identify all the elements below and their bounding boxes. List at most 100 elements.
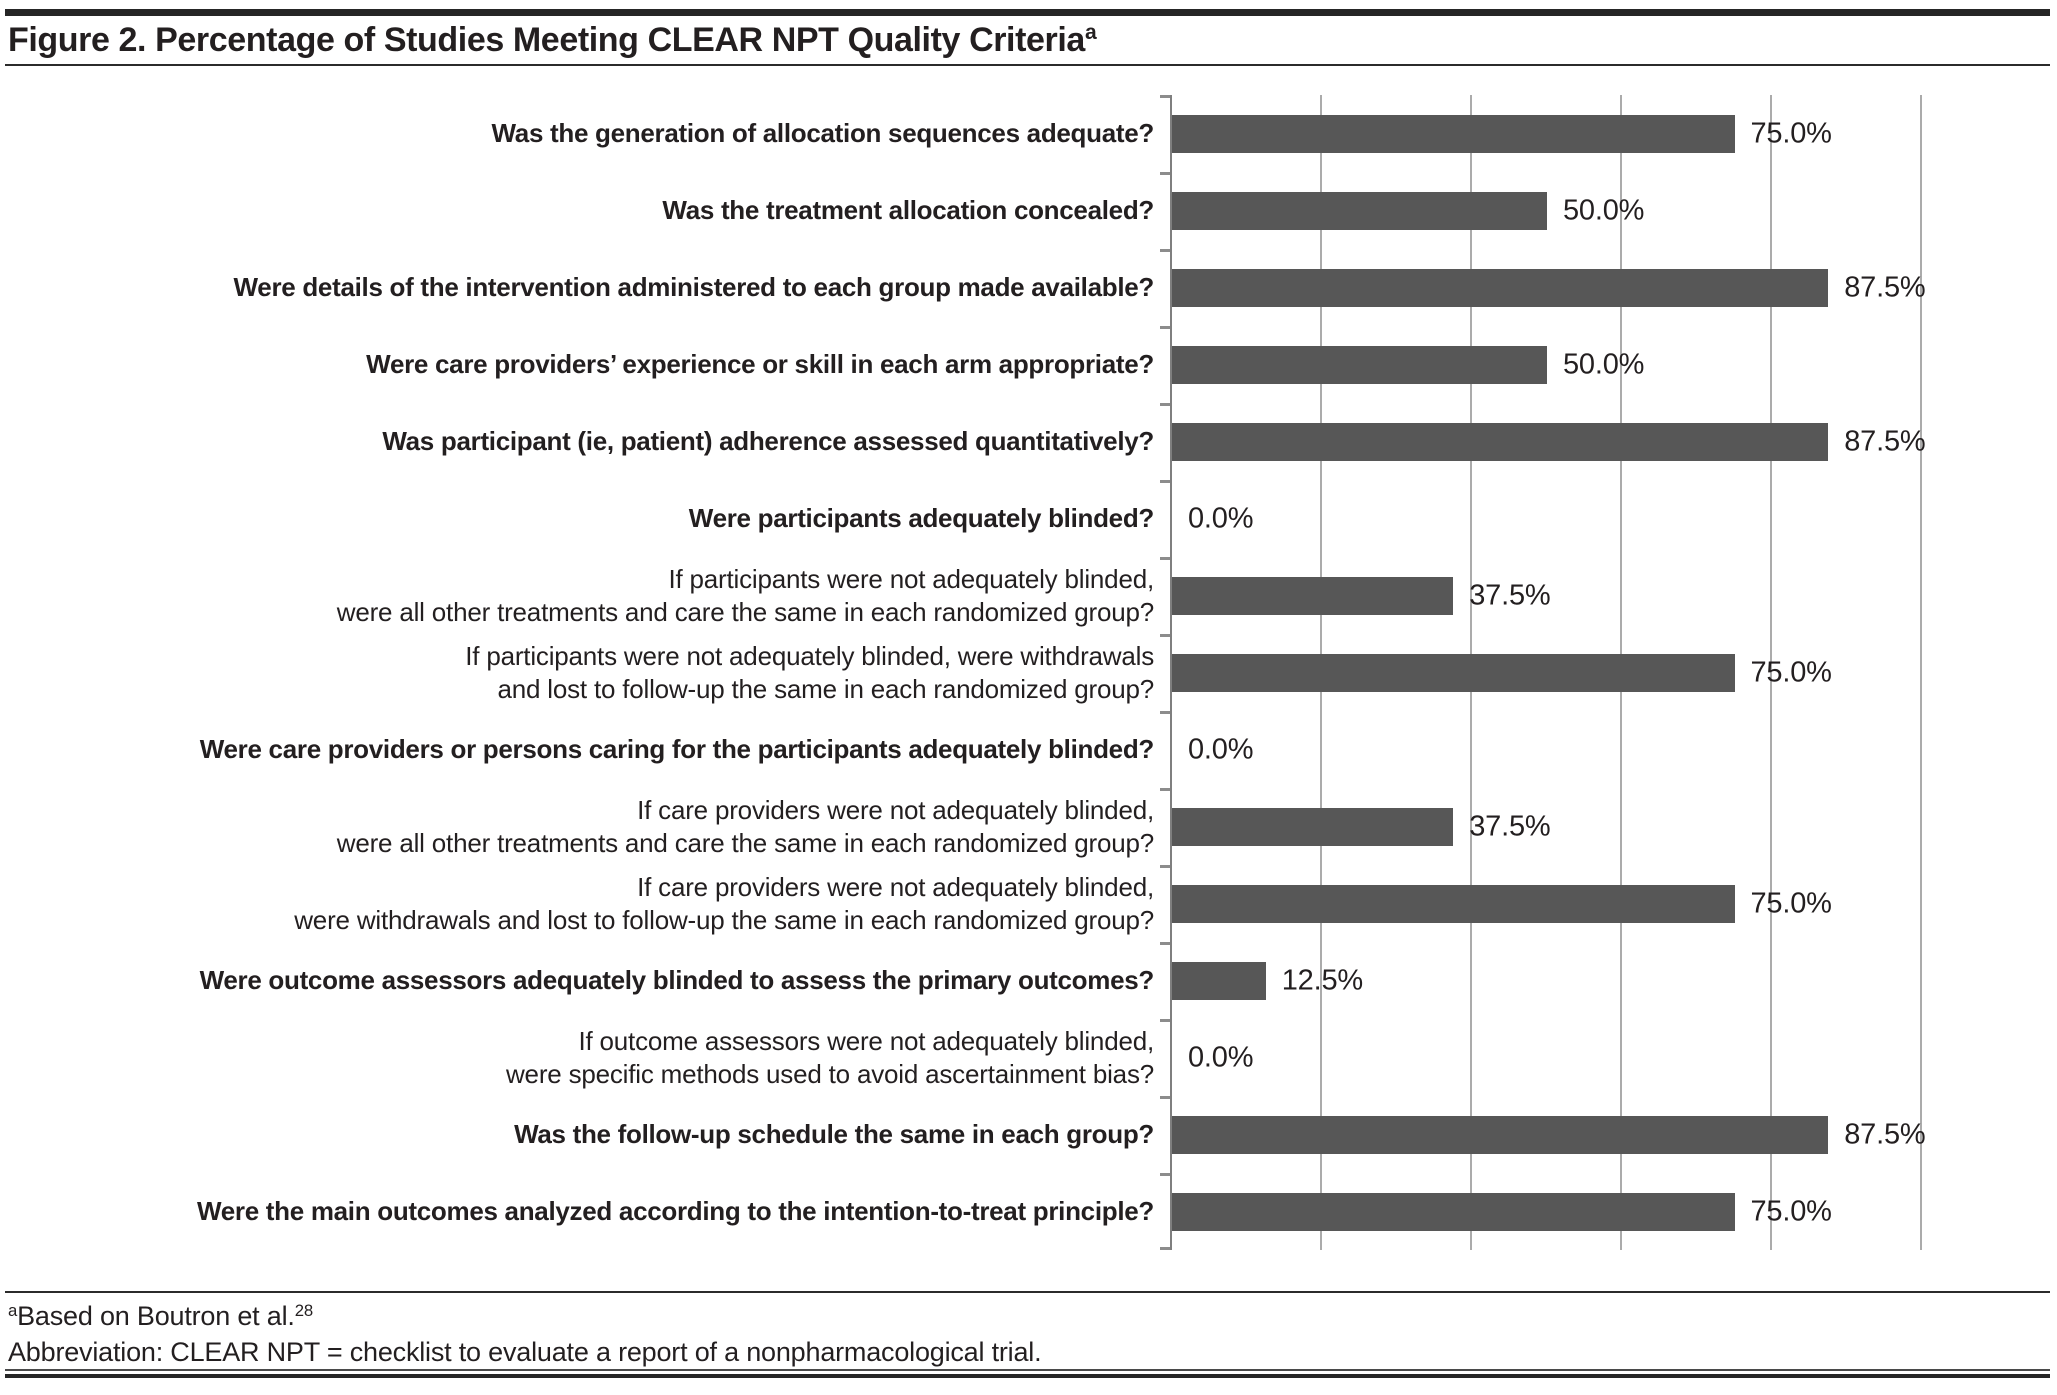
y-axis-tick	[1160, 326, 1170, 329]
category-label: Was the treatment allocation concealed?	[662, 195, 1154, 225]
plot-cell: 87.5%	[1170, 403, 2057, 480]
category-label: Was the follow-up schedule the same in e…	[514, 1119, 1154, 1149]
category-label: If care providers were not adequately bl…	[336, 794, 1154, 858]
x-gridline	[1770, 95, 1772, 1250]
bar	[1172, 114, 1735, 153]
category-label: If care providers were not adequately bl…	[294, 871, 1154, 935]
plot-cell: 75.0%	[1170, 95, 2057, 172]
chart-row: Were care providers or persons caring fo…	[0, 711, 2057, 788]
plot-cell: 87.5%	[1170, 1096, 2057, 1173]
footnote-marker: a	[8, 1300, 18, 1320]
chart-row: Was the generation of allocation sequenc…	[0, 95, 2057, 172]
bar-chart: Was the generation of allocation sequenc…	[0, 95, 2057, 1250]
chart-row: If participants were not adequately blin…	[0, 634, 2057, 711]
chart-row: Was participant (ie, patient) adherence …	[0, 403, 2057, 480]
bar	[1172, 653, 1735, 692]
footnote-source-text: Based on Boutron et al.	[17, 1301, 295, 1331]
y-axis-tick	[1160, 788, 1170, 791]
value-label: 75.0%	[1750, 656, 1832, 688]
category-label: Were care providers or persons caring fo…	[199, 734, 1155, 764]
bar	[1172, 1192, 1735, 1231]
category-label: If participants were not adequately blin…	[465, 640, 1154, 704]
footnote-abbreviation: Abbreviation: CLEAR NPT = checklist to e…	[8, 1337, 1042, 1368]
plot-cell: 0.0%	[1170, 711, 2057, 788]
value-label: 50.0%	[1563, 348, 1645, 380]
chart-row: If outcome assessors were not adequately…	[0, 1019, 2057, 1096]
category-label: Were care providers’ experience or skill…	[366, 349, 1154, 379]
y-axis-tick	[1160, 634, 1170, 637]
bar	[1172, 422, 1829, 461]
figure-title-text: Figure 2. Percentage of Studies Meeting …	[8, 21, 1085, 59]
chart-row: Were the main outcomes analyzed accordin…	[0, 1173, 2057, 1250]
chart-row: If participants were not adequately blin…	[0, 557, 2057, 634]
bar	[1172, 961, 1266, 1000]
figure-title: Figure 2. Percentage of Studies Meeting …	[8, 21, 1097, 60]
category-label: Were participants adequately blinded?	[688, 503, 1155, 533]
value-label: 0.0%	[1188, 502, 1254, 534]
value-label: 75.0%	[1750, 887, 1832, 919]
y-axis-tick	[1160, 557, 1170, 560]
value-label: 12.5%	[1281, 964, 1363, 996]
bar	[1172, 345, 1547, 384]
category-label: Was participant (ie, patient) adherence …	[382, 426, 1154, 456]
plot-cell: 12.5%	[1170, 942, 2057, 1019]
chart-row: Was the treatment allocation concealed? 5…	[0, 172, 2057, 249]
category-label: Was the generation of allocation sequenc…	[491, 118, 1155, 148]
bar	[1172, 884, 1735, 923]
category-label: Were outcome assessors adequately blinde…	[199, 965, 1155, 995]
y-axis-tick	[1160, 711, 1170, 714]
value-label: 37.5%	[1469, 810, 1551, 842]
chart-rows: Was the generation of allocation sequenc…	[0, 95, 2057, 1250]
chart-row: If care providers were not adequately bl…	[0, 865, 2057, 942]
chart-row: Were details of the intervention adminis…	[0, 249, 2057, 326]
bar	[1172, 576, 1454, 615]
bar	[1172, 191, 1547, 230]
y-axis-tick	[1160, 95, 1170, 98]
plot-cell: 50.0%	[1170, 172, 2057, 249]
value-label: 87.5%	[1844, 1118, 1926, 1150]
plot-cell: 87.5%	[1170, 249, 2057, 326]
value-label: 87.5%	[1844, 271, 1926, 303]
chart-row: Were outcome assessors adequately blinde…	[0, 942, 2057, 1019]
y-axis-tick	[1160, 1096, 1170, 1099]
y-axis-tick	[1160, 1247, 1170, 1250]
y-axis-tick	[1160, 249, 1170, 252]
plot-cell: 0.0%	[1170, 1019, 2057, 1096]
value-label: 0.0%	[1188, 733, 1254, 765]
title-divider	[5, 64, 2050, 66]
category-label: If outcome assessors were not adequately…	[505, 1025, 1154, 1089]
category-label: If participants were not adequately blin…	[336, 563, 1154, 627]
bar	[1172, 1115, 1829, 1154]
value-label: 50.0%	[1563, 194, 1645, 226]
chart-row: Were care providers’ experience or skill…	[0, 326, 2057, 403]
value-label: 75.0%	[1750, 1195, 1832, 1227]
y-axis-tick	[1160, 865, 1170, 868]
y-axis-tick	[1160, 172, 1170, 175]
plot-cell: 75.0%	[1170, 634, 2057, 711]
y-axis-tick	[1160, 1173, 1170, 1176]
bottom-rule-thick	[5, 1374, 2050, 1378]
top-rule	[5, 9, 2050, 16]
plot-cell: 37.5%	[1170, 557, 2057, 634]
category-label: Were details of the intervention adminis…	[233, 272, 1155, 302]
footnote-source: aBased on Boutron et al.28	[8, 1301, 313, 1332]
chart-row: Was the follow-up schedule the same in e…	[0, 1096, 2057, 1173]
plot-cell: 50.0%	[1170, 326, 2057, 403]
value-label: 0.0%	[1188, 1041, 1254, 1073]
figure-title-superscript: a	[1084, 21, 1097, 45]
value-label: 37.5%	[1469, 579, 1551, 611]
chart-row: If care providers were not adequately bl…	[0, 788, 2057, 865]
plot-cell: 0.0%	[1170, 480, 2057, 557]
value-label: 75.0%	[1750, 117, 1832, 149]
bar	[1172, 807, 1454, 846]
footnote-abbreviation-text: Abbreviation: CLEAR NPT = checklist to e…	[8, 1337, 1042, 1367]
x-gridline	[1920, 95, 1922, 1250]
plot-cell: 75.0%	[1170, 1173, 2057, 1250]
y-axis-tick	[1160, 480, 1170, 483]
bottom-rule-thin	[5, 1369, 2050, 1371]
category-label: Were the main outcomes analyzed accordin…	[196, 1196, 1154, 1226]
y-axis-tick	[1160, 942, 1170, 945]
footnote-divider	[5, 1291, 2050, 1293]
bar	[1172, 268, 1829, 307]
